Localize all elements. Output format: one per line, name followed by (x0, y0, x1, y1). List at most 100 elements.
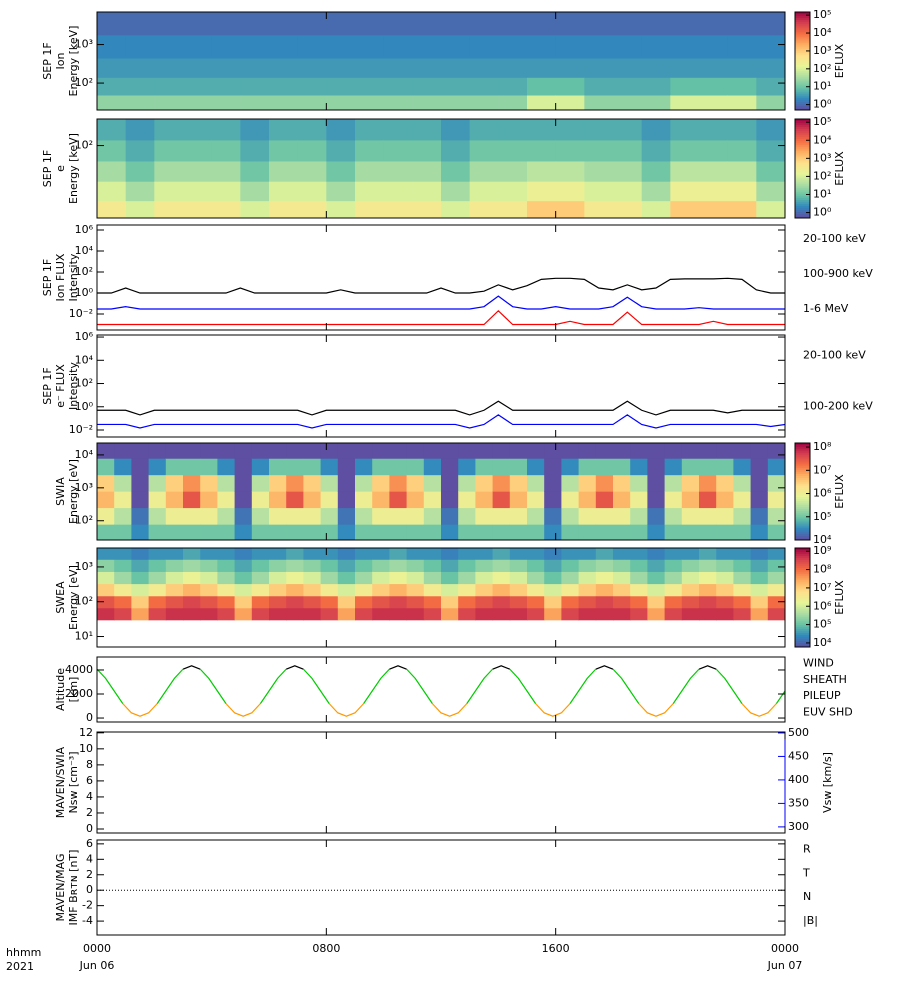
heatmap-cell (458, 507, 476, 525)
heatmap-cell (458, 559, 476, 572)
heatmap-cell (561, 507, 580, 525)
heatmap-cell (498, 160, 528, 182)
heatmap-cell (372, 583, 390, 597)
heatmap-cell (492, 507, 511, 525)
heatmap-cell (297, 119, 327, 141)
heatmap-cell (240, 181, 270, 202)
heatmap-cell (383, 77, 413, 96)
y-axis-label: Nsw [cm⁻³] (67, 751, 80, 813)
heatmap-cell (555, 12, 585, 36)
heatmap-cell (286, 458, 304, 476)
heatmap-cell (630, 607, 648, 621)
heatmap-cell (183, 139, 213, 162)
heatmap-cell (97, 119, 127, 141)
heatmap-cell (412, 119, 442, 141)
heatmap-cell (555, 77, 585, 96)
heatmap-cell (681, 524, 700, 540)
heatmap-cell (125, 34, 155, 59)
heatmap-cell (183, 160, 213, 182)
heatmap-cell (200, 571, 218, 585)
heatmap-cell (733, 458, 752, 476)
heatmap-cell (630, 571, 648, 585)
colorbar-swatch (795, 88, 810, 91)
y-tick-label: 6 (86, 837, 93, 850)
colorbar-swatch (795, 571, 810, 575)
heatmap-cell (131, 458, 150, 476)
colorbar-swatch (795, 130, 810, 134)
panel-frame (96, 442, 786, 541)
heatmap-cell (555, 58, 585, 78)
heatmap-cell (125, 58, 155, 78)
heatmap-cell (337, 458, 356, 476)
heatmap-cell (699, 491, 717, 509)
heatmap-cell (125, 119, 155, 141)
heatmap-cell (286, 595, 304, 609)
heatmap-cell (595, 443, 614, 459)
heatmap-cell (286, 548, 304, 560)
heatmap-cell (217, 583, 236, 597)
heatmap-cell (423, 507, 442, 525)
heatmap-cell (297, 34, 327, 59)
heatmap-cell (578, 524, 597, 540)
heatmap-cell (183, 571, 201, 585)
x-tick-label: 0000 (83, 942, 111, 955)
heatmap-cell (423, 607, 442, 621)
heatmap-cell (475, 474, 494, 492)
heatmap-cell (183, 583, 201, 597)
heatmap-cell (670, 58, 700, 78)
heatmap-cell (217, 443, 236, 459)
heatmap-cell (355, 34, 385, 59)
heatmap-cell (716, 491, 734, 509)
heatmap-cell (423, 559, 442, 572)
heatmap-cell (337, 583, 356, 597)
legend-entry: T (802, 866, 810, 879)
heatmap-cell (641, 119, 671, 141)
heatmap-cell (406, 595, 425, 609)
heatmap-cell (441, 34, 471, 59)
colorbar-swatch (795, 587, 810, 591)
colorbar-tick-label: 10¹ (813, 187, 831, 200)
heatmap-cell (756, 12, 785, 36)
heatmap-cell (412, 181, 442, 202)
colorbar-swatch (795, 23, 810, 27)
heatmap-cell (469, 77, 499, 96)
colorbar-swatch (795, 214, 810, 217)
heatmap-cell (469, 12, 499, 36)
heatmap-cell (234, 607, 253, 621)
colorbar-swatch (795, 466, 810, 469)
heatmap-cell (234, 548, 253, 560)
colorbar-tick-label: 10⁷ (813, 463, 831, 476)
colorbar-swatch (795, 66, 810, 70)
heatmap-cell (716, 548, 734, 560)
heatmap-cell (320, 524, 339, 540)
heatmap-cell (664, 443, 683, 459)
heatmap-cell (297, 77, 327, 96)
heatmap-cell (509, 559, 528, 572)
colorbar-swatch (795, 483, 810, 487)
heatmap-cell (326, 139, 356, 162)
heatmap-cell (412, 139, 442, 162)
heatmap-cell (200, 443, 218, 459)
heatmap-cell (699, 77, 729, 96)
heatmap-cell (509, 524, 528, 540)
colorbar-tick-label: 10³ (813, 44, 831, 57)
colorbar-swatch (795, 174, 810, 177)
heatmap-cell (286, 559, 304, 572)
colorbar-swatch (795, 617, 810, 620)
colorbar-swatch (795, 553, 810, 557)
heatmap-cell (183, 200, 213, 218)
y-tick-label: 10⁰ (75, 400, 94, 413)
heatmap-cell (269, 58, 299, 78)
colorbar-swatch (795, 27, 810, 31)
heatmap-cell (469, 139, 499, 162)
colorbar-swatch (795, 204, 810, 207)
heatmap-cell (114, 491, 132, 509)
heatmap-cell (458, 474, 476, 492)
heatmap-cell (441, 548, 459, 560)
colorbar-swatch (795, 146, 810, 150)
heatmap-cell (372, 458, 390, 476)
heatmap-cell (767, 548, 785, 560)
heatmap-cell (389, 607, 408, 621)
colorbar-swatch (795, 84, 810, 87)
